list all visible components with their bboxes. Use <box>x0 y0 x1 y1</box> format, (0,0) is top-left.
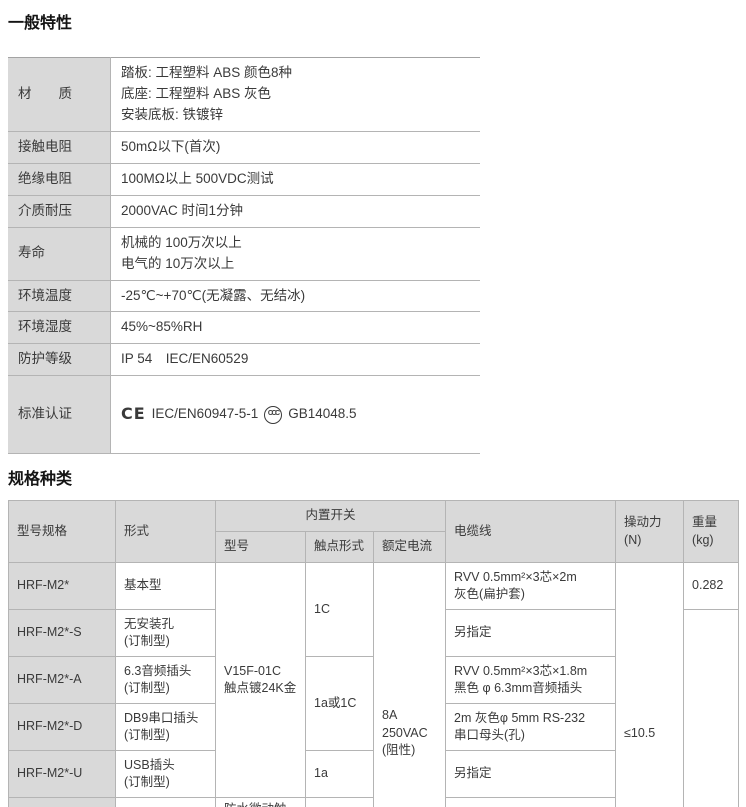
cell-cable: 另指定 <box>445 609 617 658</box>
table-row: 接触电阻 50mΩ以下(首次) <box>8 131 480 164</box>
row-value-ambient-humidity: 45%~85%RH <box>110 311 480 345</box>
cell-model: HRF-M2* <box>8 562 116 611</box>
table-row: HRF-M2*-A 6.3音频插头 (订制型) 1a或1C RVV 0.5mm²… <box>8 656 739 752</box>
header-operating-force: 操动力(N) <box>615 500 685 564</box>
header-contact-form: 触点形式 <box>305 531 374 564</box>
cell-contact-form-merged: 1C <box>305 562 374 658</box>
cell-contact-form-merged: 1a或1C <box>305 656 374 752</box>
cell-switch-model: 防水微动触点 镀24K金 <box>215 797 306 807</box>
header-model-spec: 型号规格 <box>8 500 116 564</box>
ccc-mark-icon: CCC <box>264 405 283 424</box>
cell-model: HRF-M2*-S <box>8 609 116 658</box>
header-form: 形式 <box>115 500 216 564</box>
ce-mark-icon: CE <box>121 404 146 424</box>
table-row: HRF-M2*-U USB插头 (订制型) 1a 另指定 <box>8 750 739 799</box>
row-label-protection-rating: 防护等级 <box>8 343 111 377</box>
cell-model: HRF-M2*-D <box>8 703 116 752</box>
row-label-ambient-temperature: 环境温度 <box>8 280 111 313</box>
table-row: HRF-M2* 基本型 V15F-01C 触点镀24K金 1C 8A 250VA… <box>8 562 740 807</box>
cell-model: HRF-M2*-A <box>8 656 116 705</box>
cell-contact-form: 1a <box>305 750 374 799</box>
table-row: 环境湿度 45%~85%RH <box>8 311 480 345</box>
cell-switch-model-merged: V15F-01C 触点镀24K金 <box>215 562 306 799</box>
row-value-ambient-temperature: -25℃~+70℃(无凝露、无结冰) <box>110 280 480 313</box>
cell-form: USB插头 (订制型) <box>115 750 216 799</box>
row-value-lifespan: 机械的 100万次以上 电气的 10万次以上 <box>110 227 480 281</box>
header-rated-current: 额定电流 <box>372 531 447 564</box>
table-row: 环境温度 -25℃~+70℃(无凝露、无结冰) <box>8 280 480 313</box>
header-cable: 电缆线 <box>445 500 617 564</box>
cell-form: 基本型 <box>115 562 216 611</box>
table-row: 介质耐压 2000VAC 时间1分钟 <box>8 195 480 228</box>
cell-cable: 2m 灰色φ 5mm RS-232 串口母头(孔) <box>445 703 617 752</box>
row-label-material: 材 质 <box>8 57 111 132</box>
header-row-2: 型号 触点形式 额定电流 <box>9 531 739 564</box>
cell-form: 防水(订制型) <box>115 797 216 807</box>
cell-form: 6.3音频插头 (订制型) <box>115 656 216 705</box>
cell-cable: RVV 0.5mm²×3芯×2m 灰色(扁护套) <box>445 797 617 807</box>
table-row: HRF-M2*-F 防水(订制型) 防水微动触点 镀24K金 1C RVV 0.… <box>8 797 739 807</box>
row-value-dielectric-strength: 2000VAC 时间1分钟 <box>110 195 480 228</box>
header-built-in-switch: 内置开关 <box>214 500 447 533</box>
table-row: 寿命 机械的 100万次以上 电气的 10万次以上 <box>8 227 480 281</box>
header-switch-model: 型号 <box>215 531 306 564</box>
cell-form: DB9串口插头 (订制型) <box>115 703 216 752</box>
table-row: HRF-M2*-D DB9串口插头 (订制型) 2m 灰色φ 5mm RS-23… <box>8 703 739 752</box>
row-value-insulation-resistance: 100MΩ以上 500VDC测试 <box>110 163 480 196</box>
section-title-specifications: 规格种类 <box>8 470 73 488</box>
row-value-protection-rating: IP 54 IEC/EN60529 <box>110 343 480 377</box>
cell-contact-form: 1C <box>305 797 374 807</box>
cell-form: 无安装孔 (订制型) <box>115 609 216 658</box>
row-label-contact-resistance: 接触电阻 <box>8 131 111 164</box>
cell-model: HRF-M2*-U <box>8 750 116 799</box>
row-value-contact-resistance: 50mΩ以下(首次) <box>110 131 480 164</box>
cell-weight: 0.282 <box>683 562 740 611</box>
table-row: HRF-M2*-S 无安装孔 (订制型) 另指定 <box>8 609 740 807</box>
table-row: 绝缘电阻 100MΩ以上 500VDC测试 <box>8 163 480 196</box>
cell-cable: RVV 0.5mm²×3芯×2m 灰色(扁护套) <box>445 562 617 611</box>
row-label-ambient-humidity: 环境湿度 <box>8 311 111 345</box>
table-row: 材 质 踏板: 工程塑料 ABS 颜色8种 底座: 工程塑料 ABS 灰色 安装… <box>8 57 480 132</box>
cell-operating-force-merged: ≤10.5 <box>615 562 685 807</box>
cell-weight-empty <box>683 609 740 807</box>
table-row: 防护等级 IP 54 IEC/EN60529 <box>8 343 480 377</box>
row-label-certification: 标准认证 <box>8 375 111 454</box>
row-label-dielectric-strength: 介质耐压 <box>8 195 111 228</box>
header-row-1: 型号规格 形式 内置开关 电缆线 操动力(N) 重量(kg) <box>8 500 740 564</box>
table-row: 标准认证 CE IEC/EN60947-5-1 CCC GB14048.5 <box>8 375 480 454</box>
specification-table: 型号规格 形式 内置开关 电缆线 操动力(N) 重量(kg) 型号 触点形式 额… <box>8 500 740 807</box>
cell-cable: 另指定 <box>445 750 617 799</box>
cell-model: HRF-M2*-F <box>8 797 116 807</box>
row-value-material: 踏板: 工程塑料 ABS 颜色8种 底座: 工程塑料 ABS 灰色 安装底板: … <box>110 57 480 132</box>
section-title-general: 一般特性 <box>8 15 73 32</box>
certification-value: CE IEC/EN60947-5-1 CCC GB14048.5 <box>121 402 470 427</box>
row-label-insulation-resistance: 绝缘电阻 <box>8 163 111 196</box>
cell-rated-current-merged: 8A 250VAC (阻性) <box>372 562 447 807</box>
header-weight: 重量(kg) <box>683 500 740 564</box>
certification-standard-2: GB14048.5 <box>288 406 357 422</box>
cell-cable: RVV 0.5mm²×3芯×1.8m 黑色 φ 6.3mm音频插头 <box>445 656 617 705</box>
row-label-lifespan: 寿命 <box>8 227 111 281</box>
row-value-certification: CE IEC/EN60947-5-1 CCC GB14048.5 <box>110 375 480 454</box>
certification-standard-1: IEC/EN60947-5-1 <box>151 406 259 422</box>
general-characteristics-table: 材 质 踏板: 工程塑料 ABS 颜色8种 底座: 工程塑料 ABS 灰色 安装… <box>8 57 480 454</box>
